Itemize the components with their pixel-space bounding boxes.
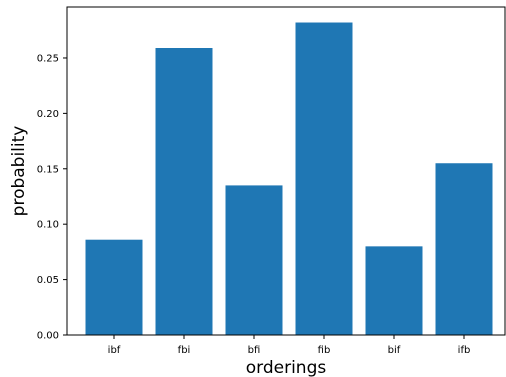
y-axis-label: probability bbox=[9, 126, 29, 217]
x-tick-label: ibf bbox=[108, 345, 121, 356]
x-axis-ticks: ibf fbi bfi fib bif ifb bbox=[108, 335, 471, 356]
y-tick-label: 0.25 bbox=[37, 53, 59, 64]
bar-bif bbox=[365, 246, 423, 335]
bar-fib bbox=[295, 22, 353, 335]
bar-ifb bbox=[435, 163, 493, 335]
x-axis-label: orderings bbox=[246, 358, 327, 377]
x-tick-label: fbi bbox=[178, 345, 191, 356]
x-tick-label: bfi bbox=[248, 345, 261, 356]
plot-frame bbox=[66, 6, 506, 336]
x-tick-label: fib bbox=[318, 345, 331, 356]
bar-ibf bbox=[85, 239, 143, 335]
y-tick-label: 0.10 bbox=[37, 220, 59, 231]
x-tick-label: bif bbox=[388, 345, 401, 356]
bar-bfi bbox=[225, 185, 283, 335]
bar-fbi bbox=[155, 48, 213, 335]
y-tick-label: 0.05 bbox=[37, 275, 59, 286]
x-tick-label: ifb bbox=[458, 345, 471, 356]
y-tick-label: 0.00 bbox=[37, 331, 59, 342]
y-tick-label: 0.15 bbox=[37, 164, 59, 175]
bars-group bbox=[85, 22, 493, 335]
y-tick-label: 0.20 bbox=[37, 109, 59, 120]
y-axis-ticks: 0.00 0.05 0.10 0.15 0.20 0.25 bbox=[37, 53, 67, 342]
